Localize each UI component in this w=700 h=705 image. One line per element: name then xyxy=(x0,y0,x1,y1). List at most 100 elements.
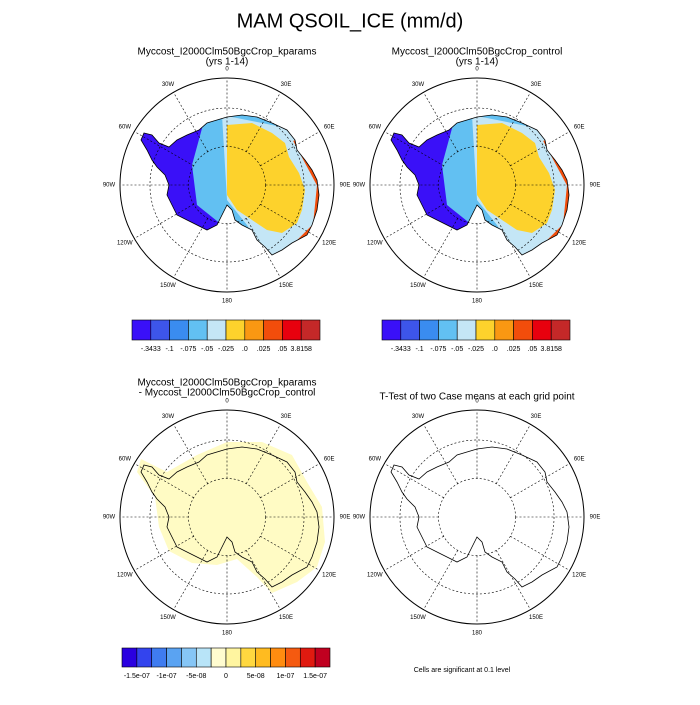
colorbar-label: .05 xyxy=(528,346,538,353)
longitude-label: 90W xyxy=(353,183,366,189)
longitude-label: 150W xyxy=(160,283,176,289)
longitude-label: 0 xyxy=(475,399,479,405)
colorbar-label: -5e-08 xyxy=(186,673,206,680)
meridian xyxy=(423,424,458,484)
meridian xyxy=(496,424,531,484)
panel-title: Myccost_I2000Clm50BgcCrop_kparams xyxy=(138,47,317,58)
meridian xyxy=(260,463,320,498)
colorbar-box xyxy=(206,319,227,341)
colorbar-box xyxy=(181,647,197,668)
colorbar-box xyxy=(188,319,208,341)
colorbar-box xyxy=(210,647,227,668)
latitude-circle xyxy=(399,107,555,263)
longitude-label: 150E xyxy=(529,283,543,289)
longitude-label: 90W xyxy=(103,515,116,521)
longitude-label: 0 xyxy=(475,67,479,73)
meridian xyxy=(173,424,208,484)
meridian xyxy=(384,204,444,239)
longitude-label: 30W xyxy=(162,414,175,420)
meridian xyxy=(496,92,531,152)
colorbar-box xyxy=(240,647,257,668)
panel-title: Myccost_I2000Clm50BgcCrop_control xyxy=(392,47,563,58)
meridian xyxy=(134,536,194,571)
longitude-label: 30W xyxy=(412,414,425,420)
map-border xyxy=(369,409,585,625)
colorbar-box xyxy=(169,319,189,341)
longitude-label: 60E xyxy=(574,457,585,463)
meridian xyxy=(510,204,570,239)
meridian xyxy=(246,92,281,152)
colorbar-label: 5e-08 xyxy=(247,673,265,680)
colorbar-box xyxy=(282,319,302,341)
panel-title: (yrs 1-14) xyxy=(456,57,499,68)
colorbar-label: .05 xyxy=(278,346,288,353)
longitude-label: 0 xyxy=(225,67,229,73)
colorbar-box xyxy=(244,319,264,341)
polar-map: 0 30E 60E 90E 120E 150E 180 150W 120W 90W 60W 30W xyxy=(353,399,601,637)
longitude-label: 180 xyxy=(472,631,483,637)
longitude-label: 30E xyxy=(531,82,542,88)
longitude-label: 90E xyxy=(590,515,601,521)
latitude-circle xyxy=(149,439,305,595)
meridian xyxy=(246,218,281,278)
meridian xyxy=(173,218,208,278)
meridian xyxy=(134,131,194,166)
meridian xyxy=(173,92,208,152)
longitude-label: 30E xyxy=(281,82,292,88)
longitude-label: 30E xyxy=(531,414,542,420)
polar-map: 0 30E 60E 90E 120E 150E 180 150W 120W 90W 60W 30W xyxy=(103,399,351,637)
field-high xyxy=(477,123,555,233)
colorbar-label: .025 xyxy=(257,346,271,353)
longitude-label: 120E xyxy=(572,241,586,247)
colorbar-label: 3.8158 xyxy=(540,346,562,353)
colorbar-box xyxy=(438,319,458,341)
colorbar-box xyxy=(494,319,514,341)
colorbar-box xyxy=(456,319,477,341)
longitude-label: 180 xyxy=(222,299,233,305)
colorbar-box xyxy=(300,319,321,341)
meridian xyxy=(384,463,444,498)
panel-title: T-Test of two Case means at each grid po… xyxy=(379,392,574,403)
meridian xyxy=(134,204,194,239)
panel-title: Myccost_I2000Clm50BgcCrop_kparams xyxy=(138,378,317,389)
meridian xyxy=(246,550,281,610)
meridian xyxy=(384,536,444,571)
colorbar-label: .025 xyxy=(507,346,521,353)
polar-map: 0 30E 60E 90E 120E 150E 180 150W 120W 90W 60W 30W xyxy=(103,67,351,305)
colorbar-box xyxy=(263,319,283,341)
colorbar-box xyxy=(131,319,152,341)
meridian xyxy=(423,550,458,610)
longitude-label: 60W xyxy=(119,125,132,131)
colorbar-box xyxy=(121,647,138,668)
meridian xyxy=(260,204,320,239)
longitude-label: 60E xyxy=(324,125,335,131)
longitude-label: 90W xyxy=(103,183,116,189)
longitude-label: 30W xyxy=(412,82,425,88)
meridian xyxy=(496,218,531,278)
colorbar-box xyxy=(550,319,571,341)
longitude-label: 90W xyxy=(353,515,366,521)
meridian xyxy=(423,92,458,152)
meridian xyxy=(134,463,194,498)
colorbar-box xyxy=(475,319,496,341)
longitude-label: 150W xyxy=(160,615,176,621)
colorbar-box xyxy=(270,647,286,668)
longitude-label: 0 xyxy=(225,399,229,405)
longitude-label: 120E xyxy=(572,573,586,579)
colorbar-box xyxy=(381,319,402,341)
meridian xyxy=(384,131,444,166)
longitude-label: 180 xyxy=(472,299,483,305)
colorbar-box xyxy=(136,647,153,668)
colorbar-label: 1.5e-07 xyxy=(303,673,327,680)
colorbar-box xyxy=(166,647,182,668)
meridian xyxy=(173,550,208,610)
colorbar-box xyxy=(419,319,439,341)
colorbar-box xyxy=(195,647,212,668)
colorbar-box xyxy=(225,647,242,668)
longitude-label: 90E xyxy=(340,183,351,189)
meridian xyxy=(510,463,570,498)
longitude-label: 120W xyxy=(117,573,133,579)
significance-note: Cells are significant at 0.1 level xyxy=(414,667,511,674)
longitude-label: 60W xyxy=(369,125,382,131)
longitude-label: 150E xyxy=(279,615,293,621)
